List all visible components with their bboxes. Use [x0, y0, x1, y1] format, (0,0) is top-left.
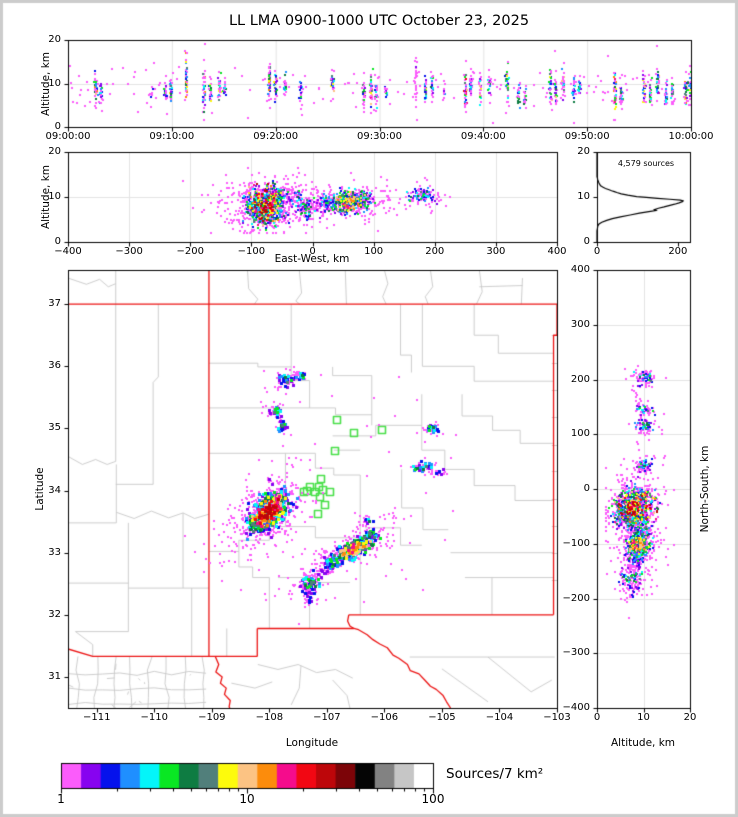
ew-axis-tick: −400: [54, 246, 82, 257]
north-south-axis-tick: −400: [562, 702, 590, 713]
time-axis-tick: 09:40:00: [460, 131, 506, 142]
ns-altitude-axis-tick: 10: [637, 712, 650, 723]
time-axis-tick: 09:50:00: [564, 131, 610, 142]
altitude-axis-tick: 0: [54, 236, 61, 247]
latitude-axis-tick: 33: [48, 546, 61, 558]
latitude-axis-tick: 36: [48, 360, 61, 372]
altitude-axis-tick: 20: [48, 34, 61, 45]
map-ylabel: Latitude: [33, 467, 46, 511]
ns-altitude-axis-tick: 20: [683, 712, 697, 723]
north-south-axis-tick: 400: [570, 264, 590, 275]
colorbar-tick: 100: [421, 792, 445, 806]
altitude-axis-tick: 10: [48, 77, 61, 89]
longitude-axis-tick: −103: [543, 712, 571, 723]
ns-panel-xlabel: Altitude, km: [610, 736, 676, 749]
map-xlabel: Longitude: [285, 736, 339, 749]
time-axis-tick: 09:30:00: [357, 131, 402, 142]
altitude-axis-tick: 10: [48, 191, 61, 202]
longitude-axis-tick: −108: [255, 712, 284, 723]
north-south-axis-tick: −300: [562, 647, 590, 659]
ew-panel-xlabel: East-West, km: [274, 252, 350, 265]
time-axis-tick: 10:00:00: [668, 131, 714, 142]
latitude-axis-tick: 32: [48, 608, 61, 620]
figure-title: LL LMA 0900-1000 UTC October 23, 2025: [228, 12, 530, 29]
longitude-axis-tick: −107: [313, 712, 341, 723]
ew-axis-tick: 200: [425, 246, 445, 257]
longitude-axis-tick: −111: [83, 712, 111, 723]
ew-axis-tick: 400: [547, 246, 567, 257]
colorbar-tick: 1: [57, 792, 65, 806]
altitude-axis-tick: 20: [48, 146, 61, 157]
colorbar-tick: 10: [239, 792, 255, 806]
ns-panel-ylabel: North-South, km: [698, 445, 711, 533]
ns-altitude-axis-tick: 0: [593, 712, 601, 723]
time-axis-tick: 09:00:00: [45, 131, 91, 142]
latitude-axis-tick: 34: [48, 484, 61, 496]
colorbar-label: Sources/7 km²: [446, 766, 544, 782]
histogram-axis-tick: 200: [668, 246, 688, 257]
longitude-axis-tick: −110: [140, 712, 169, 723]
ew-axis-tick: −100: [237, 246, 266, 257]
time-axis-tick: 09:20:00: [253, 131, 299, 142]
north-south-axis-tick: 0: [583, 483, 590, 494]
north-south-axis-tick: −200: [562, 592, 590, 604]
longitude-axis-tick: −109: [198, 712, 226, 723]
time-axis-tick: 09:10:00: [149, 131, 195, 142]
ew-axis-tick: −200: [176, 246, 204, 257]
source-count-annotation: 4,579 sources: [617, 159, 675, 168]
latitude-axis-tick: 31: [48, 670, 61, 682]
ew-axis-tick: 100: [364, 246, 384, 257]
north-south-axis-tick: 300: [570, 318, 590, 330]
altitude-axis-tick: 20: [577, 146, 590, 157]
longitude-axis-tick: −104: [485, 712, 514, 723]
ew-axis-tick: 0: [309, 246, 316, 257]
latitude-axis-tick: 37: [48, 298, 61, 310]
altitude-axis-tick: 0: [54, 121, 61, 132]
north-south-axis-tick: −100: [562, 537, 590, 549]
longitude-axis-tick: −105: [428, 712, 456, 723]
ew-axis-tick: −300: [115, 246, 143, 257]
histogram-axis-tick: 0: [593, 246, 601, 257]
north-south-axis-tick: 200: [570, 373, 590, 385]
ew-axis-tick: 300: [486, 246, 506, 257]
latitude-axis-tick: 35: [48, 422, 61, 434]
altitude-axis-tick: 10: [577, 191, 590, 202]
north-south-axis-tick: 100: [570, 428, 590, 440]
altitude-axis-tick: 0: [583, 236, 590, 247]
longitude-axis-tick: −106: [370, 712, 399, 723]
